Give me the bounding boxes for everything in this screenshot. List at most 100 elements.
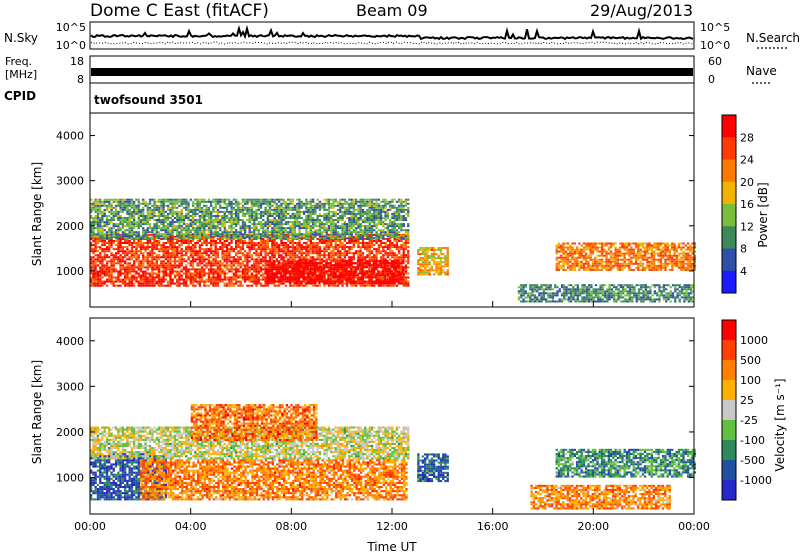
heatmap-cell xyxy=(393,246,396,249)
heatmap-cell xyxy=(250,202,254,205)
heatmap-cell xyxy=(160,248,163,251)
heatmap-cell xyxy=(203,240,206,242)
heatmap-cell xyxy=(381,262,384,265)
heatmap-cell xyxy=(212,225,215,228)
heatmap-cell xyxy=(282,208,285,211)
heatmap-cell xyxy=(103,202,106,205)
heatmap-cell xyxy=(182,217,186,219)
heatmap-cell xyxy=(153,242,156,244)
heatmap-cell xyxy=(167,250,170,253)
heatmap-cell xyxy=(280,223,283,226)
heatmap-cell xyxy=(203,268,206,271)
heatmap-cell xyxy=(223,246,226,249)
heatmap-cell xyxy=(121,202,124,205)
heatmap-cell xyxy=(198,276,201,279)
heatmap-cell xyxy=(212,233,215,236)
heatmap-cell xyxy=(124,233,127,236)
heatmap-cell xyxy=(207,229,211,232)
heatmap-cell xyxy=(325,244,328,247)
heatmap-cell xyxy=(117,252,120,255)
heatmap-cell xyxy=(241,284,245,287)
heatmap-cell xyxy=(205,262,208,265)
heatmap-cell xyxy=(391,242,394,244)
heatmap-cell xyxy=(119,223,122,226)
heatmap-cell xyxy=(407,235,410,238)
heatmap-cell xyxy=(130,229,134,232)
heatmap-cell xyxy=(237,274,240,277)
heatmap-cell xyxy=(298,282,301,285)
heatmap-cell xyxy=(300,266,303,269)
heatmap-cell xyxy=(108,219,111,221)
heatmap-cell xyxy=(230,256,233,259)
heatmap-cell xyxy=(187,204,190,207)
heatmap-cell xyxy=(126,240,129,242)
heatmap-cell xyxy=(92,204,95,207)
heatmap-cell xyxy=(167,227,170,230)
heatmap-cell xyxy=(370,260,373,263)
heatmap-cell xyxy=(264,242,267,244)
heatmap-cell xyxy=(246,270,249,273)
heatmap-cell xyxy=(171,206,174,209)
heatmap-cell xyxy=(278,248,281,251)
heatmap-cell xyxy=(320,272,323,275)
heatmap-cell xyxy=(316,270,319,273)
heatmap-cell xyxy=(153,200,156,203)
heatmap-cell xyxy=(235,246,238,249)
heatmap-cell xyxy=(185,200,188,203)
heatmap-cell xyxy=(114,262,118,265)
heatmap-cell xyxy=(146,254,149,257)
heatmap-cell xyxy=(384,242,387,244)
heatmap-cell xyxy=(336,248,340,251)
heatmap-cell xyxy=(164,258,167,261)
heatmap-cell xyxy=(228,242,231,244)
heatmap-cell xyxy=(239,206,242,209)
heatmap-cell xyxy=(313,280,316,283)
heatmap-cell xyxy=(108,272,111,275)
heatmap-cell xyxy=(373,233,376,236)
heatmap-cell xyxy=(268,219,272,221)
heatmap-cell xyxy=(250,244,254,247)
heatmap-cell xyxy=(112,217,115,219)
heatmap-cell xyxy=(167,242,170,244)
heatmap-cell xyxy=(189,233,192,236)
heatmap-cell xyxy=(121,272,124,275)
heatmap-cell xyxy=(312,237,315,240)
heatmap-cell xyxy=(198,280,201,283)
heatmap-cell xyxy=(189,272,192,275)
heatmap-cell xyxy=(363,266,366,269)
heatmap-cell xyxy=(300,210,303,213)
heatmap-cell xyxy=(162,202,165,205)
heatmap-cell xyxy=(151,246,154,249)
heatmap-cell xyxy=(128,282,131,285)
heatmap-cell xyxy=(336,284,340,287)
heatmap-cell xyxy=(207,264,211,267)
heatmap-cell xyxy=(248,240,251,242)
heatmap-cell xyxy=(366,244,369,247)
heatmap-cell xyxy=(275,250,278,253)
heatmap-cell xyxy=(182,278,186,281)
heatmap-cell xyxy=(295,272,298,275)
heatmap-cell xyxy=(264,268,267,271)
heatmap-cell xyxy=(108,266,111,269)
heatmap-cell xyxy=(128,202,131,205)
heatmap-cell xyxy=(302,270,305,273)
heatmap-cell xyxy=(343,258,346,261)
heatmap-cell xyxy=(341,258,344,261)
heatmap-cell xyxy=(287,204,290,207)
heatmap-cell xyxy=(356,260,360,263)
heatmap-cell xyxy=(300,238,303,240)
heatmap-cell xyxy=(185,198,188,201)
heatmap-cell xyxy=(379,250,383,253)
heatmap-cell xyxy=(312,221,315,224)
heatmap-cell xyxy=(103,248,106,251)
heatmap-cell xyxy=(332,240,335,242)
heatmap-cell xyxy=(198,223,201,226)
heatmap-cell xyxy=(332,250,335,253)
heatmap-cell xyxy=(241,274,245,277)
heatmap-cell xyxy=(146,248,149,251)
heatmap-cell xyxy=(239,233,242,236)
heatmap-cell xyxy=(114,244,118,247)
heatmap-cell xyxy=(248,266,251,269)
heatmap-cell xyxy=(296,210,299,213)
heatmap-cell xyxy=(291,208,294,211)
